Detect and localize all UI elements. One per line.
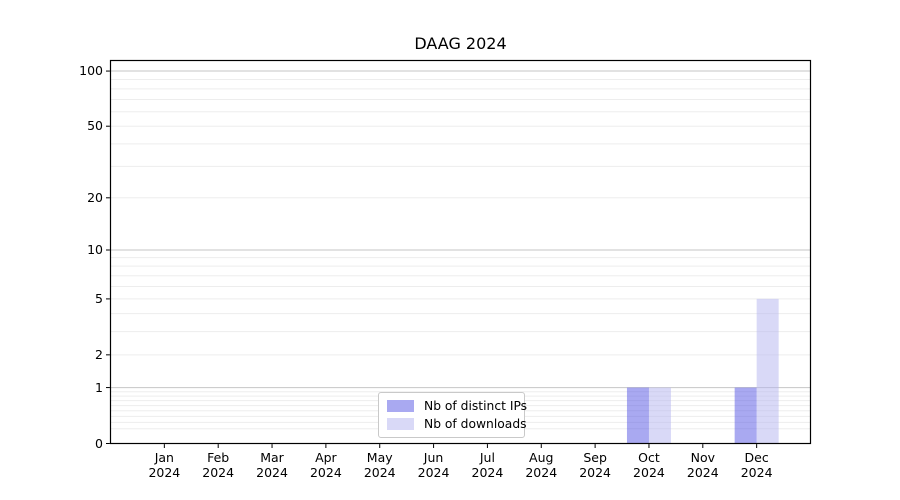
x-tick-year: 2024 [363,465,396,480]
legend-item: Nb of distinct IPs [387,399,527,413]
x-tick-label: Feb 2024 [186,450,250,480]
y-tick-label: 1 [95,379,103,395]
x-tick-month: Apr [315,450,337,465]
y-tick-label: 20 [87,189,103,205]
x-tick-month: Oct [638,450,660,465]
x-tick-year: 2024 [202,465,235,480]
x-tick-month: Sep [583,450,607,465]
x-tick-label: Apr 2024 [294,450,358,480]
bar [626,387,649,444]
x-tick-month: Mar [260,450,284,465]
x-tick-label: Mar 2024 [240,450,304,480]
bar [734,387,757,444]
x-tick-label: Jul 2024 [455,450,519,480]
bar [648,387,671,444]
y-tick-label: 100 [79,63,103,79]
x-tick-label: May 2024 [348,450,412,480]
y-tick-label: 0 [95,435,103,451]
x-tick-month: May [366,450,393,465]
x-tick-year: 2024 [309,465,342,480]
x-tick-year: 2024 [256,465,288,480]
x-tick-year: 2024 [633,465,665,480]
legend-label: Nb of downloads [424,417,527,431]
x-tick-year: 2024 [471,465,504,480]
x-tick-year: 2024 [525,465,558,480]
y-tick-label: 2 [95,346,103,362]
x-tick-label: Oct 2024 [617,450,681,480]
x-tick-month: Jul [479,450,495,465]
bar [756,298,779,444]
x-tick-month: Jun [423,450,444,465]
x-tick-label: Jan 2024 [132,450,196,480]
legend-item: Nb of downloads [387,417,527,431]
x-tick-label: Jun 2024 [402,450,466,480]
chart-title: DAAG 2024 [414,34,507,53]
x-tick-label: Dec 2024 [725,450,789,480]
x-tick-month: Nov [690,450,715,465]
x-tick-year: 2024 [148,465,181,480]
y-tick-label: 50 [87,118,103,134]
x-tick-month: Jan [154,450,174,465]
legend: Nb of distinct IPs Nb of downloads [378,392,527,438]
y-tick-label: 10 [87,241,103,257]
x-tick-label: Sep 2024 [563,450,627,480]
x-tick-label: Nov 2024 [671,450,735,480]
legend-swatch [387,418,414,430]
x-tick-year: 2024 [686,465,719,480]
x-tick-month: Feb [207,450,230,465]
x-tick-month: Dec [744,450,769,465]
x-tick-year: 2024 [417,465,450,480]
x-tick-year: 2024 [740,465,773,480]
legend-label: Nb of distinct IPs [424,399,528,413]
x-tick-label: Aug 2024 [509,450,573,480]
plot-frame [109,59,812,445]
x-tick-year: 2024 [579,465,612,480]
y-tick-label: 5 [95,290,103,306]
legend-swatch [387,400,414,412]
x-tick-month: Aug [529,450,554,465]
